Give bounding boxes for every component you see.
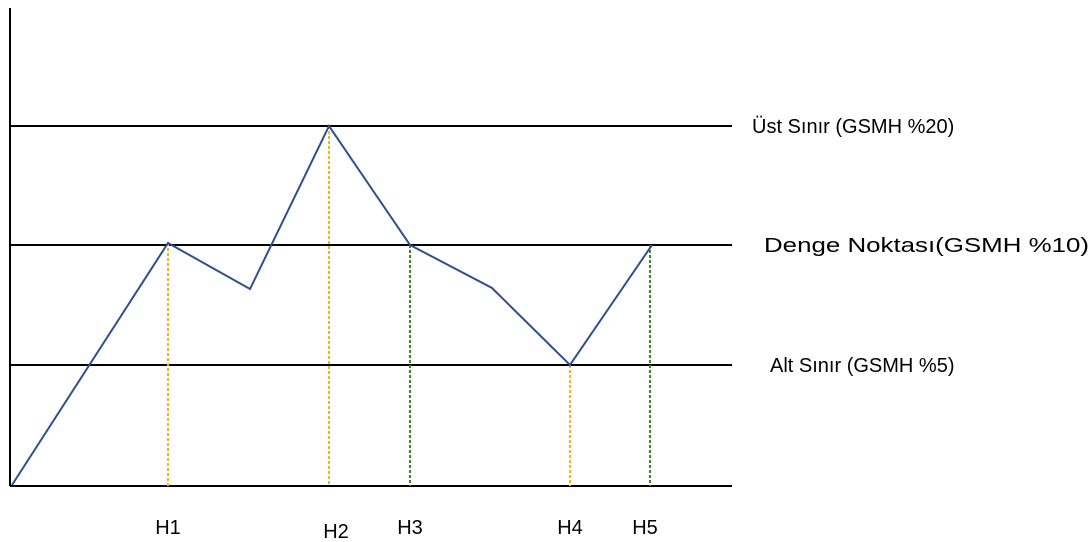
- upper-limit-label: Üst Sınır (GSMH %20): [752, 116, 954, 138]
- marker-label-h1: H1: [155, 517, 181, 539]
- marker-label-h3: H3: [397, 517, 423, 539]
- marker-label-h2: H2: [323, 521, 349, 542]
- lower-limit-label: Alt Sınır (GSMH %5): [770, 355, 954, 377]
- cycle-curve: [11, 124, 653, 486]
- marker-label-h4: H4: [557, 517, 583, 539]
- marker-label-h5: H5: [632, 517, 658, 539]
- balance-point-label: Denge Noktası(GSMH %10): [764, 235, 1089, 257]
